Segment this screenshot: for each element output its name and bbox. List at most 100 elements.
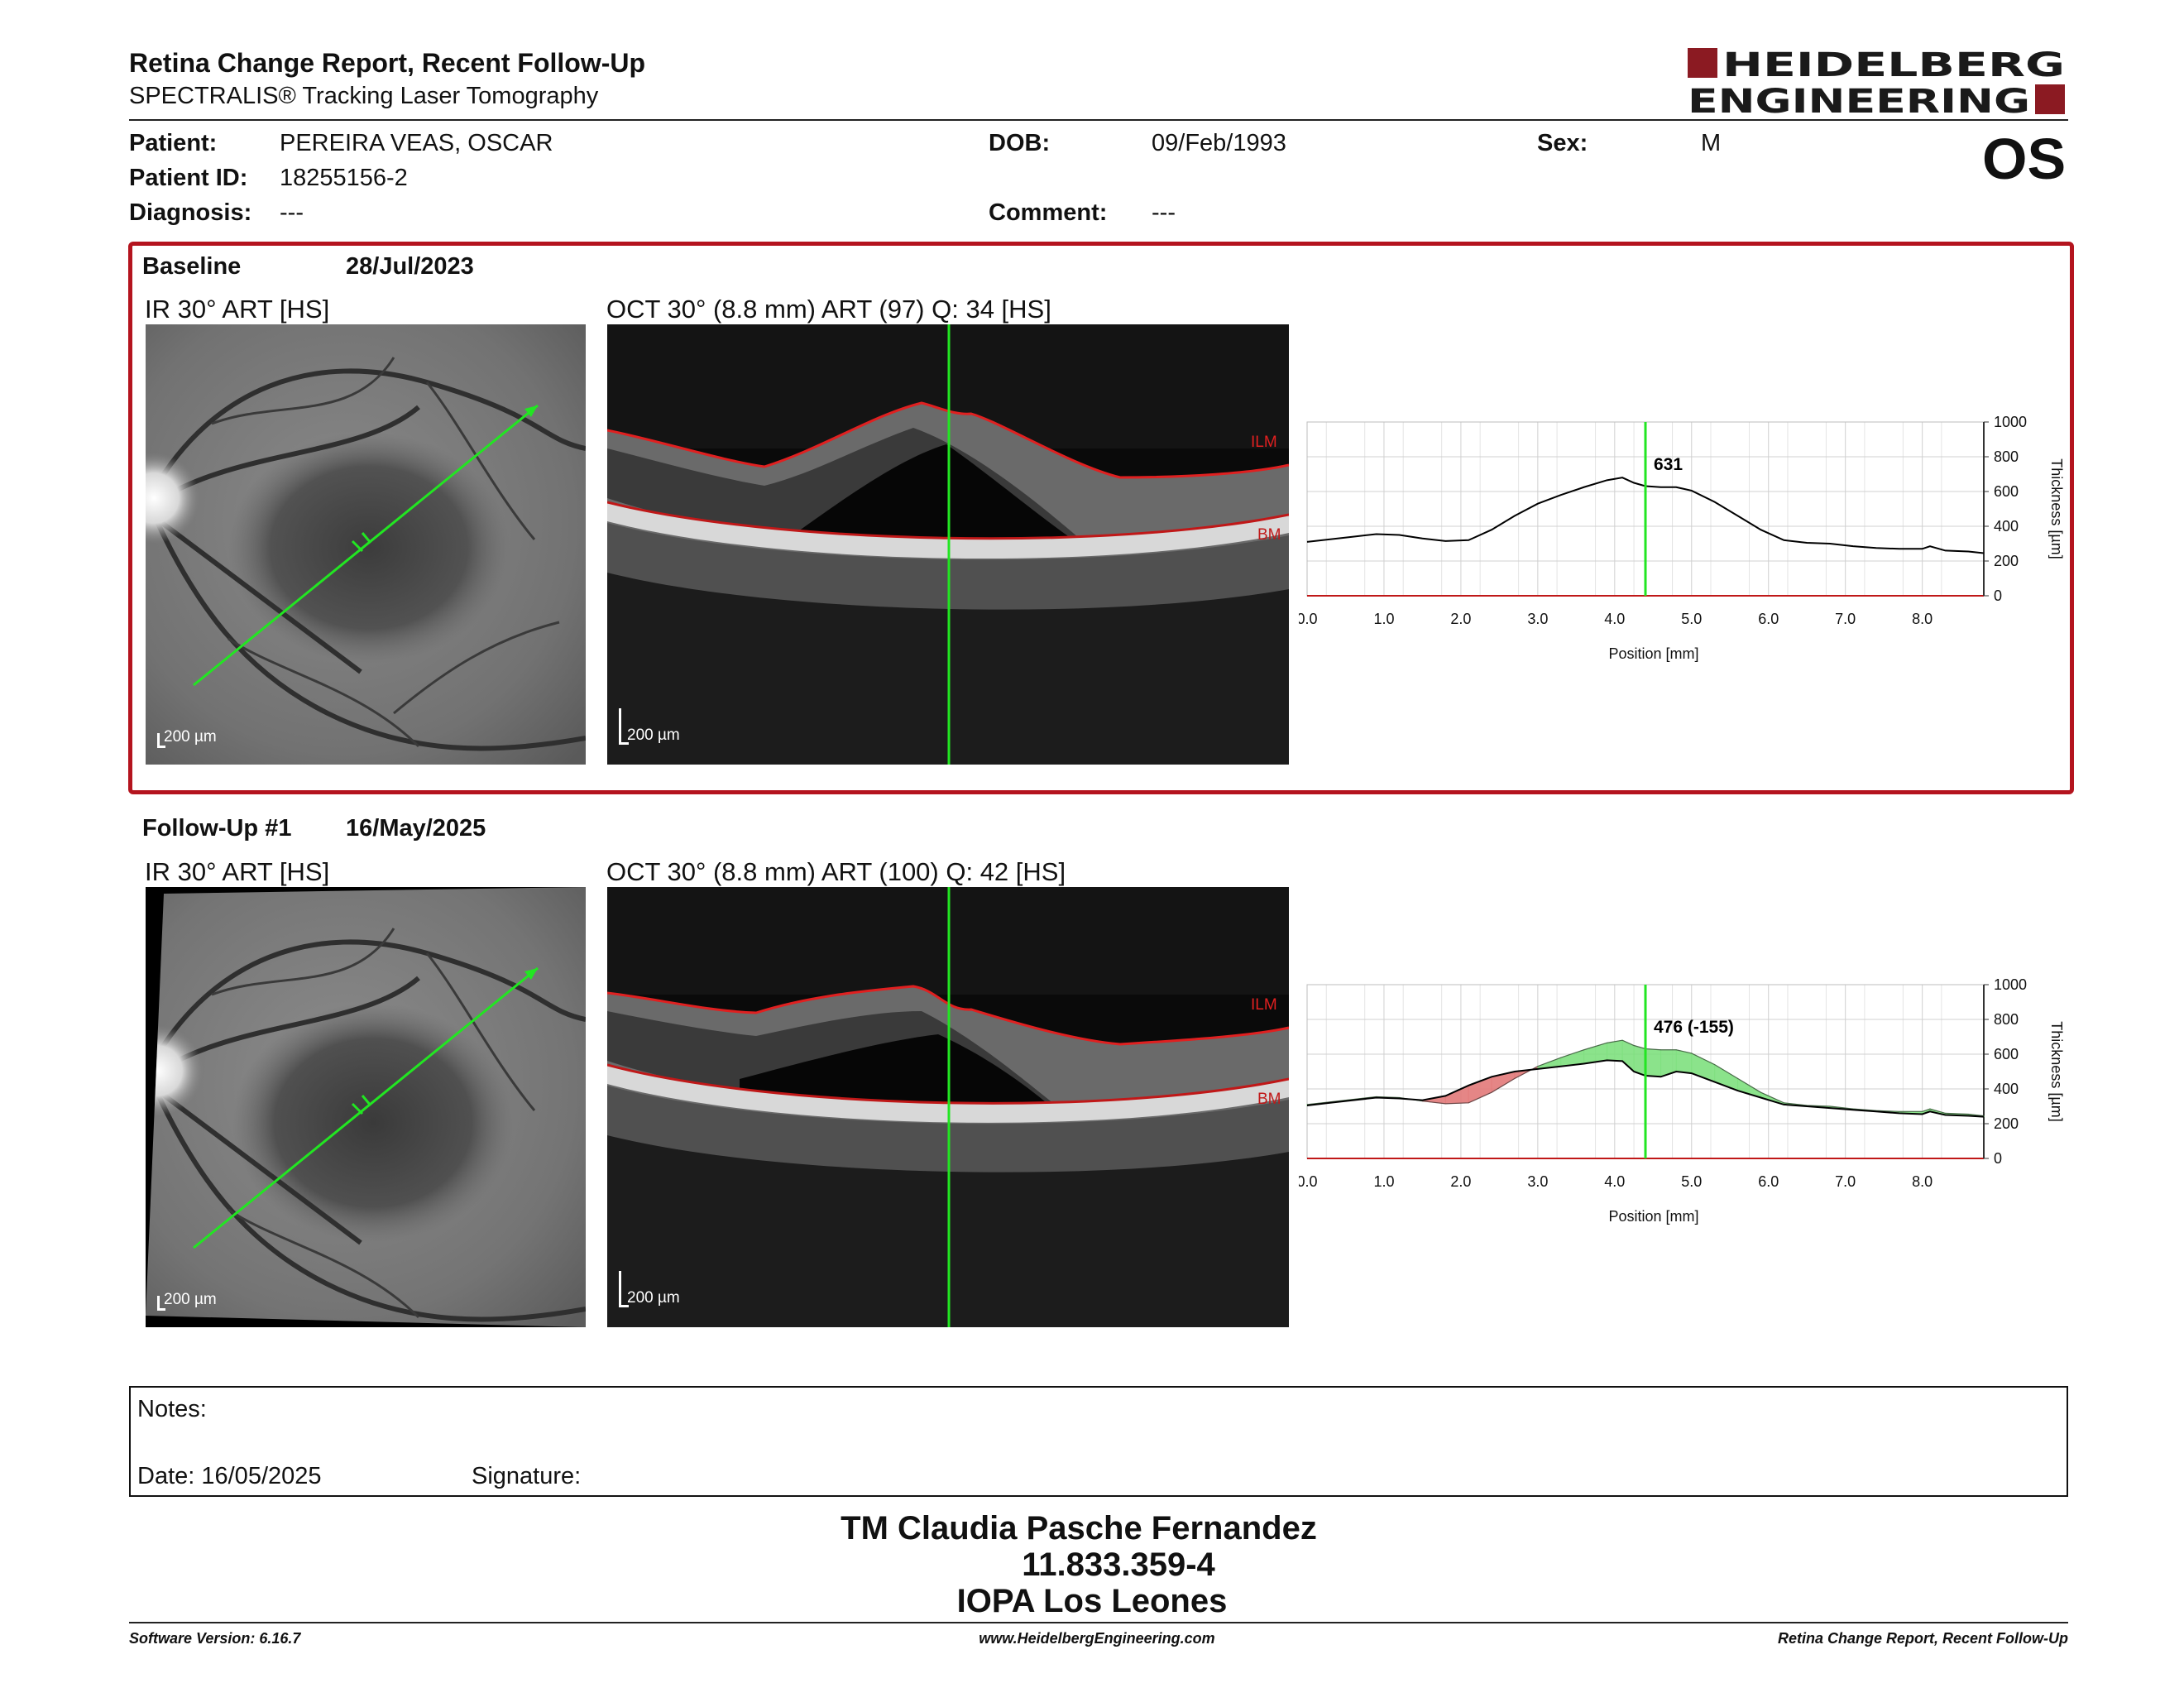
notes-box: Notes: Date: 16/05/2025 Signature:	[129, 1386, 2068, 1497]
x-tick-label: 3.0	[1527, 1173, 1548, 1190]
y-tick-label: 400	[1994, 1081, 2019, 1097]
x-tick-label: 8.0	[1912, 611, 1933, 627]
baseline-ir-scale-bar	[157, 733, 160, 748]
x-tick-label: 5.0	[1681, 611, 1702, 627]
y-tick-label: 1000	[1994, 414, 2027, 430]
sex-value: M	[1701, 130, 1722, 156]
diagnosis-label: Diagnosis:	[129, 199, 252, 226]
followup-date: 16/May/2025	[346, 815, 486, 842]
baseline-oct-scale: 200 µm	[627, 727, 680, 744]
header-divider	[129, 119, 2068, 121]
diagnosis-value: ---	[280, 199, 304, 226]
y-tick-label: 1000	[1994, 976, 2027, 993]
followup-ir-scale: 200 µm	[164, 1291, 217, 1308]
x-tick-label: 2.0	[1450, 611, 1471, 627]
footer-divider	[129, 1622, 2068, 1623]
followup-label: Follow-Up #1	[142, 815, 292, 842]
baseline-bm-label: BM	[1257, 526, 1281, 544]
followup-oct-scale: 200 µm	[627, 1289, 680, 1307]
x-tick-label: 8.0	[1912, 1173, 1933, 1190]
baseline-label: Baseline	[142, 253, 242, 280]
patient-name: PEREIRA VEAS, OSCAR	[280, 130, 553, 156]
patient-id-label: Patient ID:	[129, 165, 248, 191]
y-tick-label: 600	[1994, 1046, 2019, 1062]
difference-area	[1645, 1048, 1662, 1077]
followup-thickness-line	[1306, 1059, 1985, 1118]
notes-signature: Signature:	[472, 1463, 582, 1489]
notes-date: Date: 16/05/2025	[137, 1463, 322, 1489]
x-axis-title: Position [mm]	[1608, 1208, 1698, 1225]
baseline-oct-image: ILM BM 200 µm	[607, 324, 1289, 765]
baseline-oct-scale-bar	[619, 708, 621, 745]
x-axis-title: Position [mm]	[1608, 645, 1698, 662]
eye-indicator: OS	[1982, 127, 2067, 191]
baseline-oct-caption: OCT 30° (8.8 mm) ART (97) Q: 34 [HS]	[606, 295, 1051, 324]
baseline-ir-caption: IR 30° ART [HS]	[145, 295, 330, 324]
y-tick-label: 400	[1994, 518, 2019, 535]
heidelberg-logo: HEIDELBERG ENGINEERING	[1686, 46, 2068, 121]
followup-oct-scale-bar	[619, 1271, 621, 1307]
followup-oct-image: ILM BM 200 µm	[607, 887, 1289, 1327]
x-tick-label: 1.0	[1373, 1173, 1394, 1190]
followup-thickness-chart: 476 (-155) 0.0 1.0 2.0 3.0 4.0 5.0 6.0 7.0 8.0 0 20…	[1299, 976, 2065, 1225]
y-axis-title: Thickness [µm]	[2048, 1021, 2065, 1121]
stamp-id: 11.833.359-4	[0, 1547, 2184, 1583]
x-tick-label: 2.0	[1450, 1173, 1471, 1190]
comment-value: ---	[1152, 199, 1176, 226]
x-tick-label: 0.0	[1299, 1173, 1318, 1190]
cursor-value-label: 476 (-155)	[1654, 1018, 1734, 1037]
difference-area	[1633, 1044, 1646, 1077]
patient-id-value: 18255156-2	[280, 165, 408, 191]
followup-ilm-label: ILM	[1251, 996, 1277, 1014]
y-tick-label: 800	[1994, 448, 2019, 465]
footer-report-name: Retina Change Report, Recent Follow-Up	[1777, 1630, 2068, 1647]
cursor-value-label: 631	[1654, 455, 1683, 474]
report-subtitle: SPECTRALIS® Tracking Laser Tomography	[129, 83, 599, 109]
followup-ir-scale-foot	[157, 1308, 165, 1311]
sex-label: Sex:	[1537, 130, 1588, 156]
followup-oct-caption: OCT 30° (8.8 mm) ART (100) Q: 42 [HS]	[606, 857, 1066, 886]
footer-website-link[interactable]: www.HeidelbergEngineering.com	[979, 1630, 1215, 1647]
logo-line1: HEIDELBERG	[1722, 46, 2065, 84]
baseline-ir-image: 200 µm	[146, 324, 586, 765]
difference-area	[1607, 1039, 1623, 1062]
x-tick-label: 5.0	[1681, 1173, 1702, 1190]
x-tick-label: 0.0	[1299, 611, 1318, 627]
y-tick-label: 200	[1994, 553, 2019, 569]
patient-label: Patient:	[129, 130, 218, 156]
logo-square-bottom	[2035, 84, 2065, 114]
comment-label: Comment:	[989, 199, 1108, 226]
stamp-line1: TM Claudia Pasche Fernandez	[841, 1510, 1317, 1547]
followup-ir-scale-bar	[157, 1296, 160, 1311]
y-tick-label: 600	[1994, 483, 2019, 500]
followup-oct-scale-foot	[619, 1305, 629, 1307]
thickness-line	[1306, 477, 1985, 554]
stamp-line2: 11.833.359-4	[1022, 1547, 1215, 1583]
dob-value: 09/Feb/1993	[1152, 130, 1286, 156]
baseline-date: 28/Jul/2023	[346, 253, 474, 280]
stamp-org: IOPA Los Leones	[0, 1583, 2184, 1619]
baseline-thickness-line	[1306, 1039, 1985, 1117]
baseline-panel	[128, 242, 2074, 794]
x-tick-label: 7.0	[1835, 1173, 1856, 1190]
logo-square-top	[1688, 48, 1717, 78]
report-title: Retina Change Report, Recent Follow-Up	[129, 48, 646, 78]
baseline-ilm-label: ILM	[1251, 434, 1277, 451]
y-tick-label: 800	[1994, 1011, 2019, 1028]
x-tick-label: 3.0	[1527, 611, 1548, 627]
y-tick-label: 0	[1994, 1150, 2002, 1167]
x-tick-label: 1.0	[1373, 611, 1394, 627]
baseline-ir-scale-foot	[157, 746, 165, 748]
y-axis-title: Thickness [µm]	[2048, 458, 2065, 559]
x-tick-label: 4.0	[1604, 1173, 1625, 1190]
followup-ir-caption: IR 30° ART [HS]	[145, 857, 330, 886]
dob-label: DOB:	[989, 130, 1051, 156]
followup-ir-image: 200 µm	[146, 887, 586, 1327]
x-tick-label: 7.0	[1835, 611, 1856, 627]
y-tick-label: 0	[1994, 587, 2002, 604]
baseline-thickness-chart: 631 0.0 1.0 2.0 3.0 4.0 5.0 6.0 7.0 8.0 0 200 400 600…	[1299, 414, 2065, 662]
baseline-ir-scale: 200 µm	[164, 728, 217, 746]
footer-website[interactable]: www.HeidelbergEngineering.com	[0, 1630, 2184, 1647]
y-tick-label: 200	[1994, 1115, 2019, 1132]
notes-label: Notes:	[137, 1396, 207, 1422]
